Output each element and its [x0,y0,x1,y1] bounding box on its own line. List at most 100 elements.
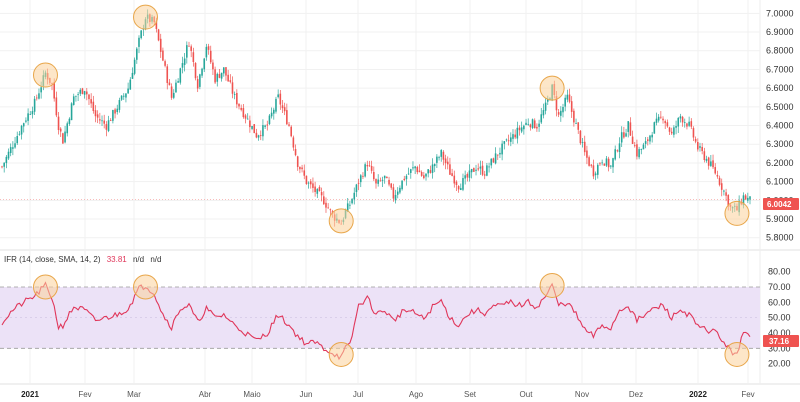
candle-body [118,100,121,110]
candle-body [305,175,308,184]
candle-body [405,175,408,180]
price-y-tick-label: 6.2000 [766,158,794,168]
x-tick-label: Fev [741,390,754,399]
candle-body [470,169,473,173]
candle-body [253,124,256,134]
candle-body [40,87,42,93]
candle-body [266,124,269,126]
candle-body [240,107,242,110]
candle-body [72,96,75,105]
x-tick-label: Dez [629,390,643,399]
x-tick-label: Out [520,390,534,399]
candle-body [390,183,393,188]
candle-body [296,156,299,167]
price-y-tick-label: 5.8000 [766,233,794,243]
candle-body [533,120,536,129]
rsi-y-tick-label: 50.00 [768,313,791,323]
candle-body [190,46,192,51]
candle-body [112,110,114,121]
svg-text:IFR (14, close, SMA, 14, 2): IFR (14, close, SMA, 14, 2) 33.81 n/d n/… [4,255,161,264]
x-tick-label: Nov [575,390,589,399]
x-tick-label: Mar [127,390,141,399]
price-y-tick-label: 6.8000 [766,46,794,56]
candle-body [299,166,301,170]
candle-body [75,95,77,97]
candle-body [531,119,534,129]
candle-body [494,153,497,164]
candle-body [381,179,384,181]
candle-body [505,139,508,141]
candle-body [25,120,27,122]
candle-body [5,156,8,164]
candle-body [14,143,16,148]
candle-body [718,177,721,185]
candle-body [690,121,693,127]
candle-body [7,151,10,159]
candle-body [92,101,95,111]
rsi-y-tick-label: 30.00 [768,343,791,353]
candle-body [3,162,5,167]
candle-body [642,144,645,150]
candle-body [616,150,619,152]
candle-body [157,29,160,41]
candle-body [225,67,227,76]
candle-body [316,188,319,194]
candle-body [283,107,286,112]
rsi-y-tick-label: 40.00 [768,328,791,338]
candle-body [309,181,312,185]
candle-body [664,121,666,124]
candle-body [303,170,306,176]
candle-body [122,95,125,97]
candle-body [355,184,358,193]
candle-body [251,125,253,129]
candle-body [203,58,206,70]
candle-body [257,135,260,138]
candle-body [697,142,699,150]
candle-body [644,141,647,144]
candle-body [573,110,575,123]
candle-body [577,122,580,130]
candle-body [351,199,353,204]
candle-body [394,194,397,201]
candle-body [749,196,751,200]
candle-body [114,109,116,114]
candle-body [540,114,543,123]
candle-body [727,194,730,207]
candle-body [105,124,108,130]
candle-body [33,98,36,112]
candle-body [186,45,188,58]
candle-body [673,127,675,135]
candle-body [423,175,425,179]
candle-body [231,82,234,94]
candle-body [542,110,545,116]
candle-body [164,61,166,66]
candle-body [55,97,58,116]
candle-body [31,111,34,115]
rsi-legend[interactable]: IFR (14, close, SMA, 14, 2) 33.81 n/d n/… [4,255,161,264]
candle-body [175,82,177,93]
candle-body [416,167,419,173]
price-y-tick-label: 5.9000 [766,214,794,224]
candle-body [386,176,388,179]
candle-body [138,37,140,47]
candle-body [483,174,486,176]
x-tick-label: 2021 [21,390,39,399]
candlestick-series [1,9,751,227]
highlight-circle [328,341,354,367]
candle-body [557,112,560,115]
candle-body [373,172,375,180]
x-tick-label: Jul [353,390,363,399]
candle-body [499,152,501,155]
x-tick-label: Abr [199,390,212,399]
candle-body [662,118,664,121]
highlight-circle [328,208,354,234]
candle-body [614,149,616,160]
candle-body [18,133,21,135]
candle-body [90,99,92,104]
candle-body [116,108,119,113]
candle-body [625,133,627,137]
candle-body [710,161,712,166]
candle-body [359,175,362,183]
candle-body [568,94,571,102]
